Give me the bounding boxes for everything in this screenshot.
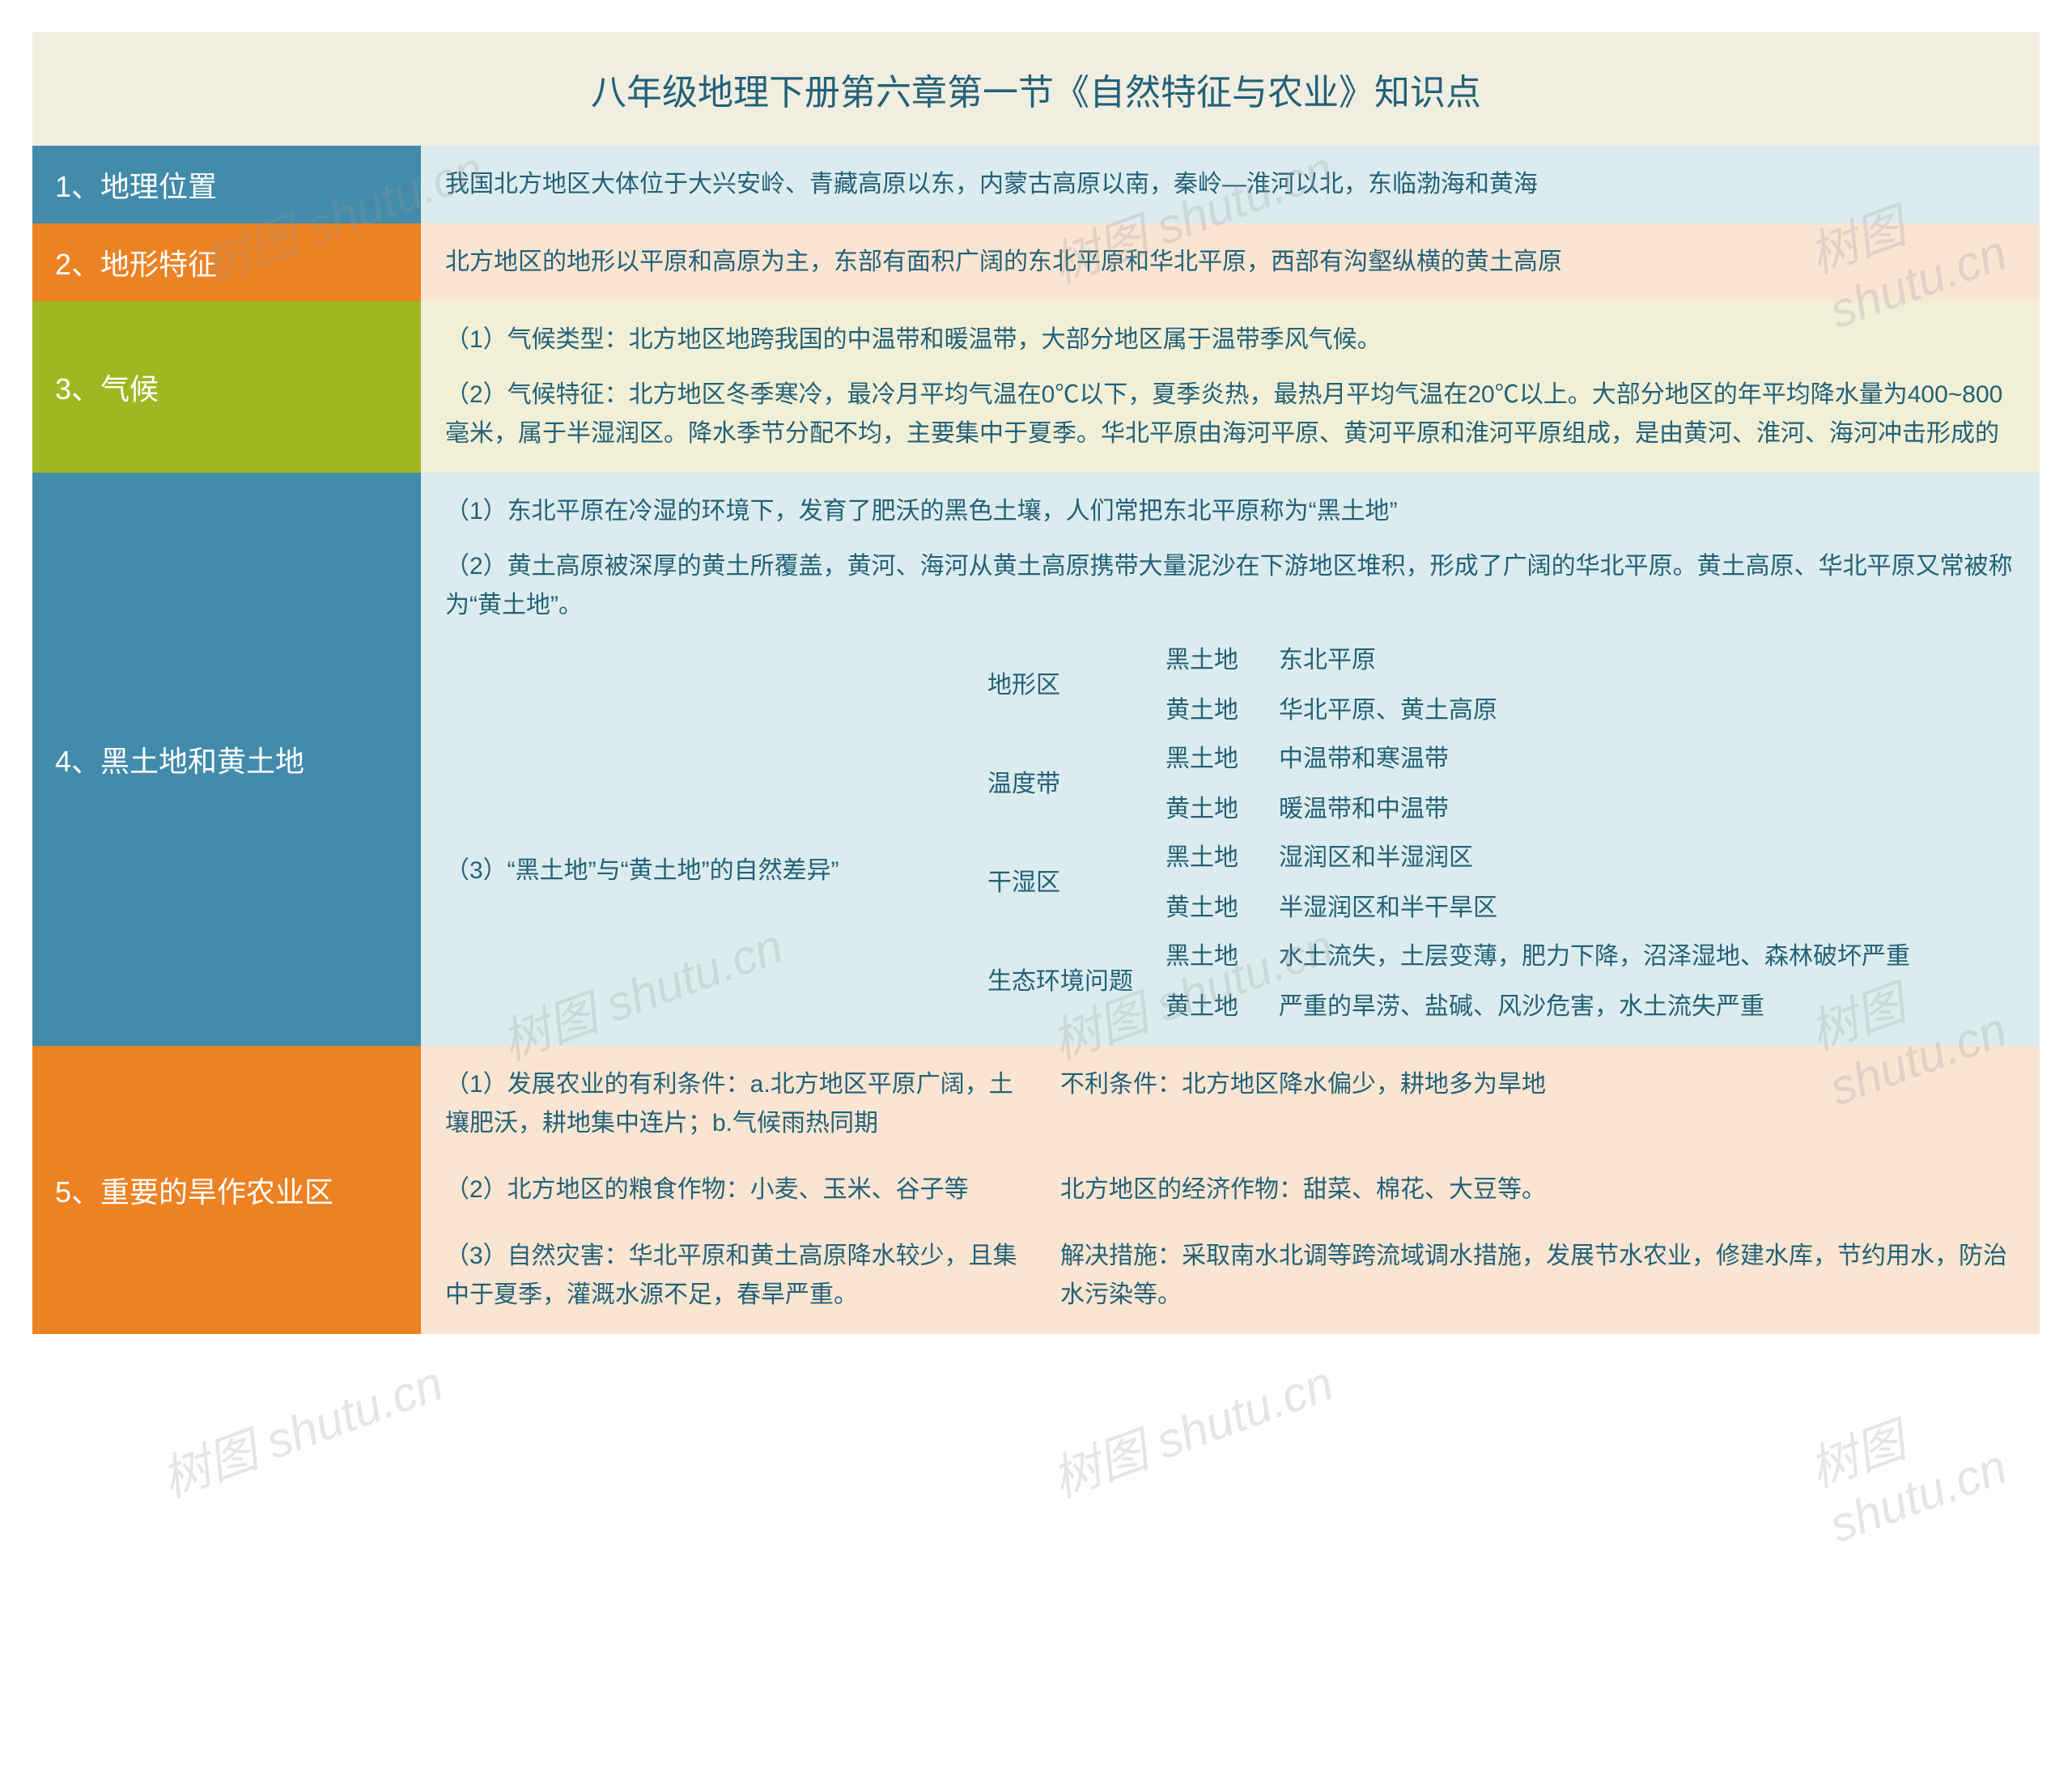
diff-table: 地形区 黑土地东北平原 黄土地华北平原、黄土高原 温度带 黑土地中温带和寒温带 … bbox=[987, 641, 2015, 1026]
section-5: 5、重要的旱作农业区 （1）发展农业的有利条件：a.北方地区平原广阔，土壤肥沃，… bbox=[32, 1046, 2040, 1334]
diff-key: 黑土地 bbox=[1166, 740, 1263, 779]
diff-key: 黄土地 bbox=[1166, 790, 1263, 829]
diff-group-3: 生态环境问题 黑土地水土流失，土层变薄，肥力下降，沼泽湿地、森林破坏严重 黄土地… bbox=[987, 937, 2015, 1026]
diff-key: 黑土地 bbox=[1166, 641, 1263, 680]
diff-group-0-name: 地形区 bbox=[987, 641, 1149, 730]
section-4-content: （1）东北平原在冷湿的环境下，发育了肥沃的黑色土壤，人们常把东北平原称为“黑土地… bbox=[421, 473, 2040, 1046]
section-3-content: （1）气候类型：北方地区地跨我国的中温带和暖温带，大部分地区属于温带季风气候。 … bbox=[421, 301, 2040, 473]
pair-right: 不利条件：北方地区降水偏少，耕地多为旱地 bbox=[1060, 1065, 2015, 1143]
diff-val: 中温带和寒温带 bbox=[1279, 740, 2015, 779]
section-4-diff: （3）“黑土地”与“黄土地”的自然差异” 地形区 黑土地东北平原 黄土地华北平原… bbox=[445, 641, 2015, 1026]
diff-group-1-name: 温度带 bbox=[987, 740, 1149, 829]
section-3-label: 3、气候 bbox=[32, 301, 421, 473]
pair-right: 解决措施：采取南水北调等跨流域调水措施，发展节水农业，修建水库，节约用水，防治水… bbox=[1060, 1237, 2015, 1315]
diff-key: 黄土地 bbox=[1166, 988, 1263, 1026]
section-2-content: 北方地区的地形以平原和高原为主，东部有面积广阔的东北平原和华北平原，西部有沟壑纵… bbox=[421, 223, 2040, 301]
diff-key: 黄土地 bbox=[1166, 691, 1263, 730]
watermark: 树图 shutu.cn bbox=[1798, 1357, 2054, 1553]
section-3: 3、气候 （1）气候类型：北方地区地跨我国的中温带和暖温带，大部分地区属于温带季… bbox=[32, 301, 2040, 473]
diff-group-2: 干湿区 黑土地湿润区和半湿润区 黄土地半湿润区和半干旱区 bbox=[987, 839, 2015, 928]
section-2-text: 北方地区的地形以平原和高原为主，东部有面积广阔的东北平原和华北平原，西部有沟壑纵… bbox=[445, 243, 2015, 282]
section-4-p1: （1）东北平原在冷湿的环境下，发育了肥沃的黑色土壤，人们常把东北平原称为“黑土地… bbox=[445, 492, 2015, 531]
title-band: 八年级地理下册第六章第一节《自然特征与农业》知识点 bbox=[32, 32, 2040, 146]
section-3-p1: （1）气候类型：北方地区地跨我国的中温带和暖温带，大部分地区属于温带季风气候。 bbox=[445, 321, 2015, 359]
watermark: 树图 shutu.cn bbox=[1041, 1344, 1341, 1510]
section-4-p3-label: （3）“黑土地”与“黄土地”的自然差异” bbox=[445, 641, 963, 890]
diff-group-2-name: 干湿区 bbox=[987, 839, 1149, 928]
diff-val: 水土流失，土层变薄，肥力下降，沼泽湿地、森林破坏严重 bbox=[1279, 937, 2015, 976]
page-title: 八年级地理下册第六章第一节《自然特征与农业》知识点 bbox=[49, 63, 2023, 115]
section-2: 2、地形特征 北方地区的地形以平原和高原为主，东部有面积广阔的东北平原和华北平原… bbox=[32, 223, 2040, 301]
section-1-label: 1、地理位置 bbox=[32, 146, 421, 223]
pair-left: （1）发展农业的有利条件：a.北方地区平原广阔，土壤肥沃，耕地集中连片；b.气候… bbox=[445, 1065, 1028, 1143]
section-5-pair-0: （1）发展农业的有利条件：a.北方地区平原广阔，土壤肥沃，耕地集中连片；b.气候… bbox=[445, 1065, 2015, 1143]
section-5-label: 5、重要的旱作农业区 bbox=[32, 1046, 421, 1334]
diff-val: 半湿润区和半干旱区 bbox=[1279, 889, 2015, 928]
diff-val: 严重的旱涝、盐碱、风沙危害，水土流失严重 bbox=[1279, 988, 2015, 1026]
watermark: 树图 shutu.cn bbox=[151, 1344, 451, 1510]
diff-group-3-name: 生态环境问题 bbox=[987, 937, 1149, 1026]
section-4-label: 4、黑土地和黄土地 bbox=[32, 473, 421, 1046]
diff-val: 东北平原 bbox=[1279, 641, 2015, 680]
section-1-text: 我国北方地区大体位于大兴安岭、青藏高原以东，内蒙古高原以南，秦岭—淮河以北，东临… bbox=[445, 165, 2015, 204]
diff-val: 湿润区和半湿润区 bbox=[1279, 839, 2015, 877]
section-3-p2: （2）气候特征：北方地区冬季寒冷，最冷月平均气温在0℃以下，夏季炎热，最热月平均… bbox=[445, 376, 2015, 453]
mindmap-container: 树图 shutu.cn 树图 shutu.cn 树图 shutu.cn 树图 s… bbox=[32, 32, 2040, 1334]
diff-key: 黑土地 bbox=[1166, 937, 1263, 976]
pair-left: （2）北方地区的粮食作物：小麦、玉米、谷子等 bbox=[445, 1171, 1028, 1209]
section-4: 4、黑土地和黄土地 （1）东北平原在冷湿的环境下，发育了肥沃的黑色土壤，人们常把… bbox=[32, 473, 2040, 1046]
pair-right: 北方地区的经济作物：甜菜、棉花、大豆等。 bbox=[1060, 1171, 2015, 1209]
diff-key: 黑土地 bbox=[1166, 839, 1263, 877]
diff-group-0: 地形区 黑土地东北平原 黄土地华北平原、黄土高原 bbox=[987, 641, 2015, 730]
section-1: 1、地理位置 我国北方地区大体位于大兴安岭、青藏高原以东，内蒙古高原以南，秦岭—… bbox=[32, 146, 2040, 223]
diff-key: 黄土地 bbox=[1166, 889, 1263, 928]
section-5-pair-1: （2）北方地区的粮食作物：小麦、玉米、谷子等 北方地区的经济作物：甜菜、棉花、大… bbox=[445, 1171, 2015, 1209]
diff-val: 华北平原、黄土高原 bbox=[1279, 691, 2015, 730]
section-5-pair-2: （3）自然灾害：华北平原和黄土高原降水较少，且集中于夏季，灌溉水源不足，春旱严重… bbox=[445, 1237, 2015, 1315]
diff-group-1: 温度带 黑土地中温带和寒温带 黄土地暖温带和中温带 bbox=[987, 740, 2015, 829]
section-5-content: （1）发展农业的有利条件：a.北方地区平原广阔，土壤肥沃，耕地集中连片；b.气候… bbox=[421, 1046, 2040, 1334]
section-2-label: 2、地形特征 bbox=[32, 223, 421, 301]
diff-val: 暖温带和中温带 bbox=[1279, 790, 2015, 829]
pair-left: （3）自然灾害：华北平原和黄土高原降水较少，且集中于夏季，灌溉水源不足，春旱严重… bbox=[445, 1237, 1028, 1315]
section-4-p2: （2）黄土高原被深厚的黄土所覆盖，黄河、海河从黄土高原携带大量泥沙在下游地区堆积… bbox=[445, 547, 2015, 625]
section-1-content: 我国北方地区大体位于大兴安岭、青藏高原以东，内蒙古高原以南，秦岭—淮河以北，东临… bbox=[421, 146, 2040, 223]
